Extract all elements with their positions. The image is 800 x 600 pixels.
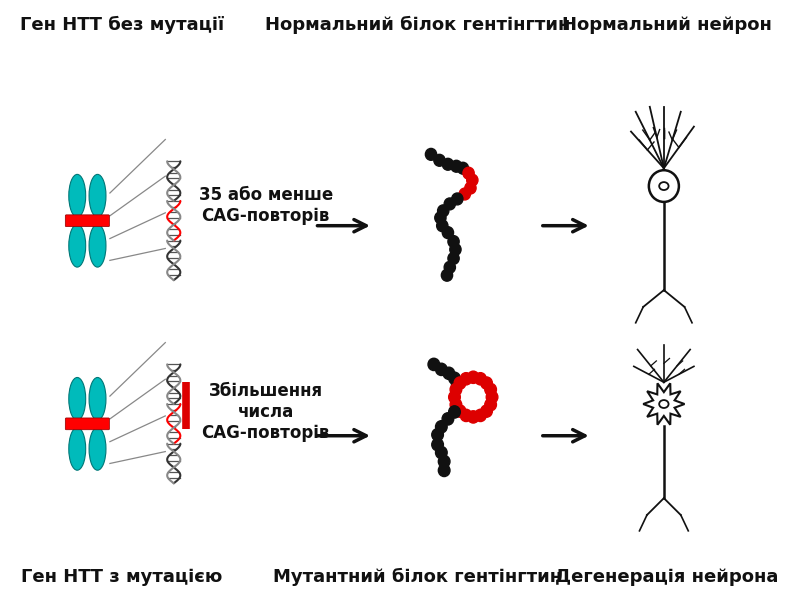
Circle shape [463,167,474,179]
Circle shape [442,269,453,281]
Circle shape [454,377,466,389]
Circle shape [460,373,472,385]
Text: Збільшення
числа
CAG-повторів: Збільшення числа CAG-повторів [202,382,330,442]
Circle shape [458,162,469,174]
Ellipse shape [69,224,86,267]
Circle shape [442,227,454,239]
Circle shape [434,154,445,166]
Circle shape [438,205,449,217]
Circle shape [467,371,479,383]
Circle shape [450,160,462,172]
Ellipse shape [69,377,86,420]
Circle shape [485,398,497,411]
Circle shape [435,363,447,376]
Circle shape [460,409,472,422]
Circle shape [428,358,440,371]
Text: Мутантний білок гентінгтин: Мутантний білок гентінгтин [274,568,562,586]
Text: Ген НТТ з мутацією: Ген НТТ з мутацією [22,568,223,586]
Ellipse shape [89,427,106,470]
Circle shape [435,446,447,459]
Circle shape [466,174,478,186]
Circle shape [437,220,448,232]
Circle shape [485,383,497,395]
Circle shape [438,455,450,467]
Ellipse shape [89,377,106,420]
Circle shape [444,262,455,273]
Ellipse shape [89,175,106,217]
Circle shape [438,464,450,476]
Circle shape [448,253,459,265]
Circle shape [444,198,455,210]
Circle shape [434,212,446,224]
Circle shape [450,244,461,256]
Circle shape [450,383,462,395]
Circle shape [474,373,486,385]
Circle shape [426,148,437,160]
FancyBboxPatch shape [66,215,110,227]
Text: Ген НТТ без мутації: Ген НТТ без мутації [20,16,224,34]
Circle shape [649,170,679,202]
Ellipse shape [69,427,86,470]
Text: Нормальний нейрон: Нормальний нейрон [562,16,772,34]
Circle shape [481,405,492,417]
Circle shape [442,158,454,170]
Text: 35 або менше
CAG-повторів: 35 або менше CAG-повторів [198,187,333,225]
Circle shape [449,391,460,403]
Ellipse shape [659,400,669,408]
Text: Нормальний білок гентінгтин: Нормальний білок гентінгтин [265,16,570,34]
Circle shape [474,409,486,422]
Circle shape [443,367,454,379]
Circle shape [452,193,463,205]
Polygon shape [643,383,685,425]
Circle shape [442,413,454,425]
Circle shape [432,428,443,441]
Circle shape [451,378,463,391]
Circle shape [449,406,460,418]
Circle shape [481,377,492,389]
Ellipse shape [659,182,669,190]
Circle shape [467,411,479,423]
Circle shape [449,372,460,385]
FancyBboxPatch shape [66,418,110,430]
Circle shape [432,439,443,451]
Circle shape [435,421,447,433]
Circle shape [486,391,498,403]
Circle shape [454,405,466,417]
Circle shape [459,188,470,200]
Ellipse shape [89,224,106,267]
Text: Дегенерація нейрона: Дегенерація нейрона [555,568,778,586]
Circle shape [448,236,459,247]
Circle shape [465,182,476,194]
Ellipse shape [69,175,86,217]
Circle shape [450,398,462,411]
